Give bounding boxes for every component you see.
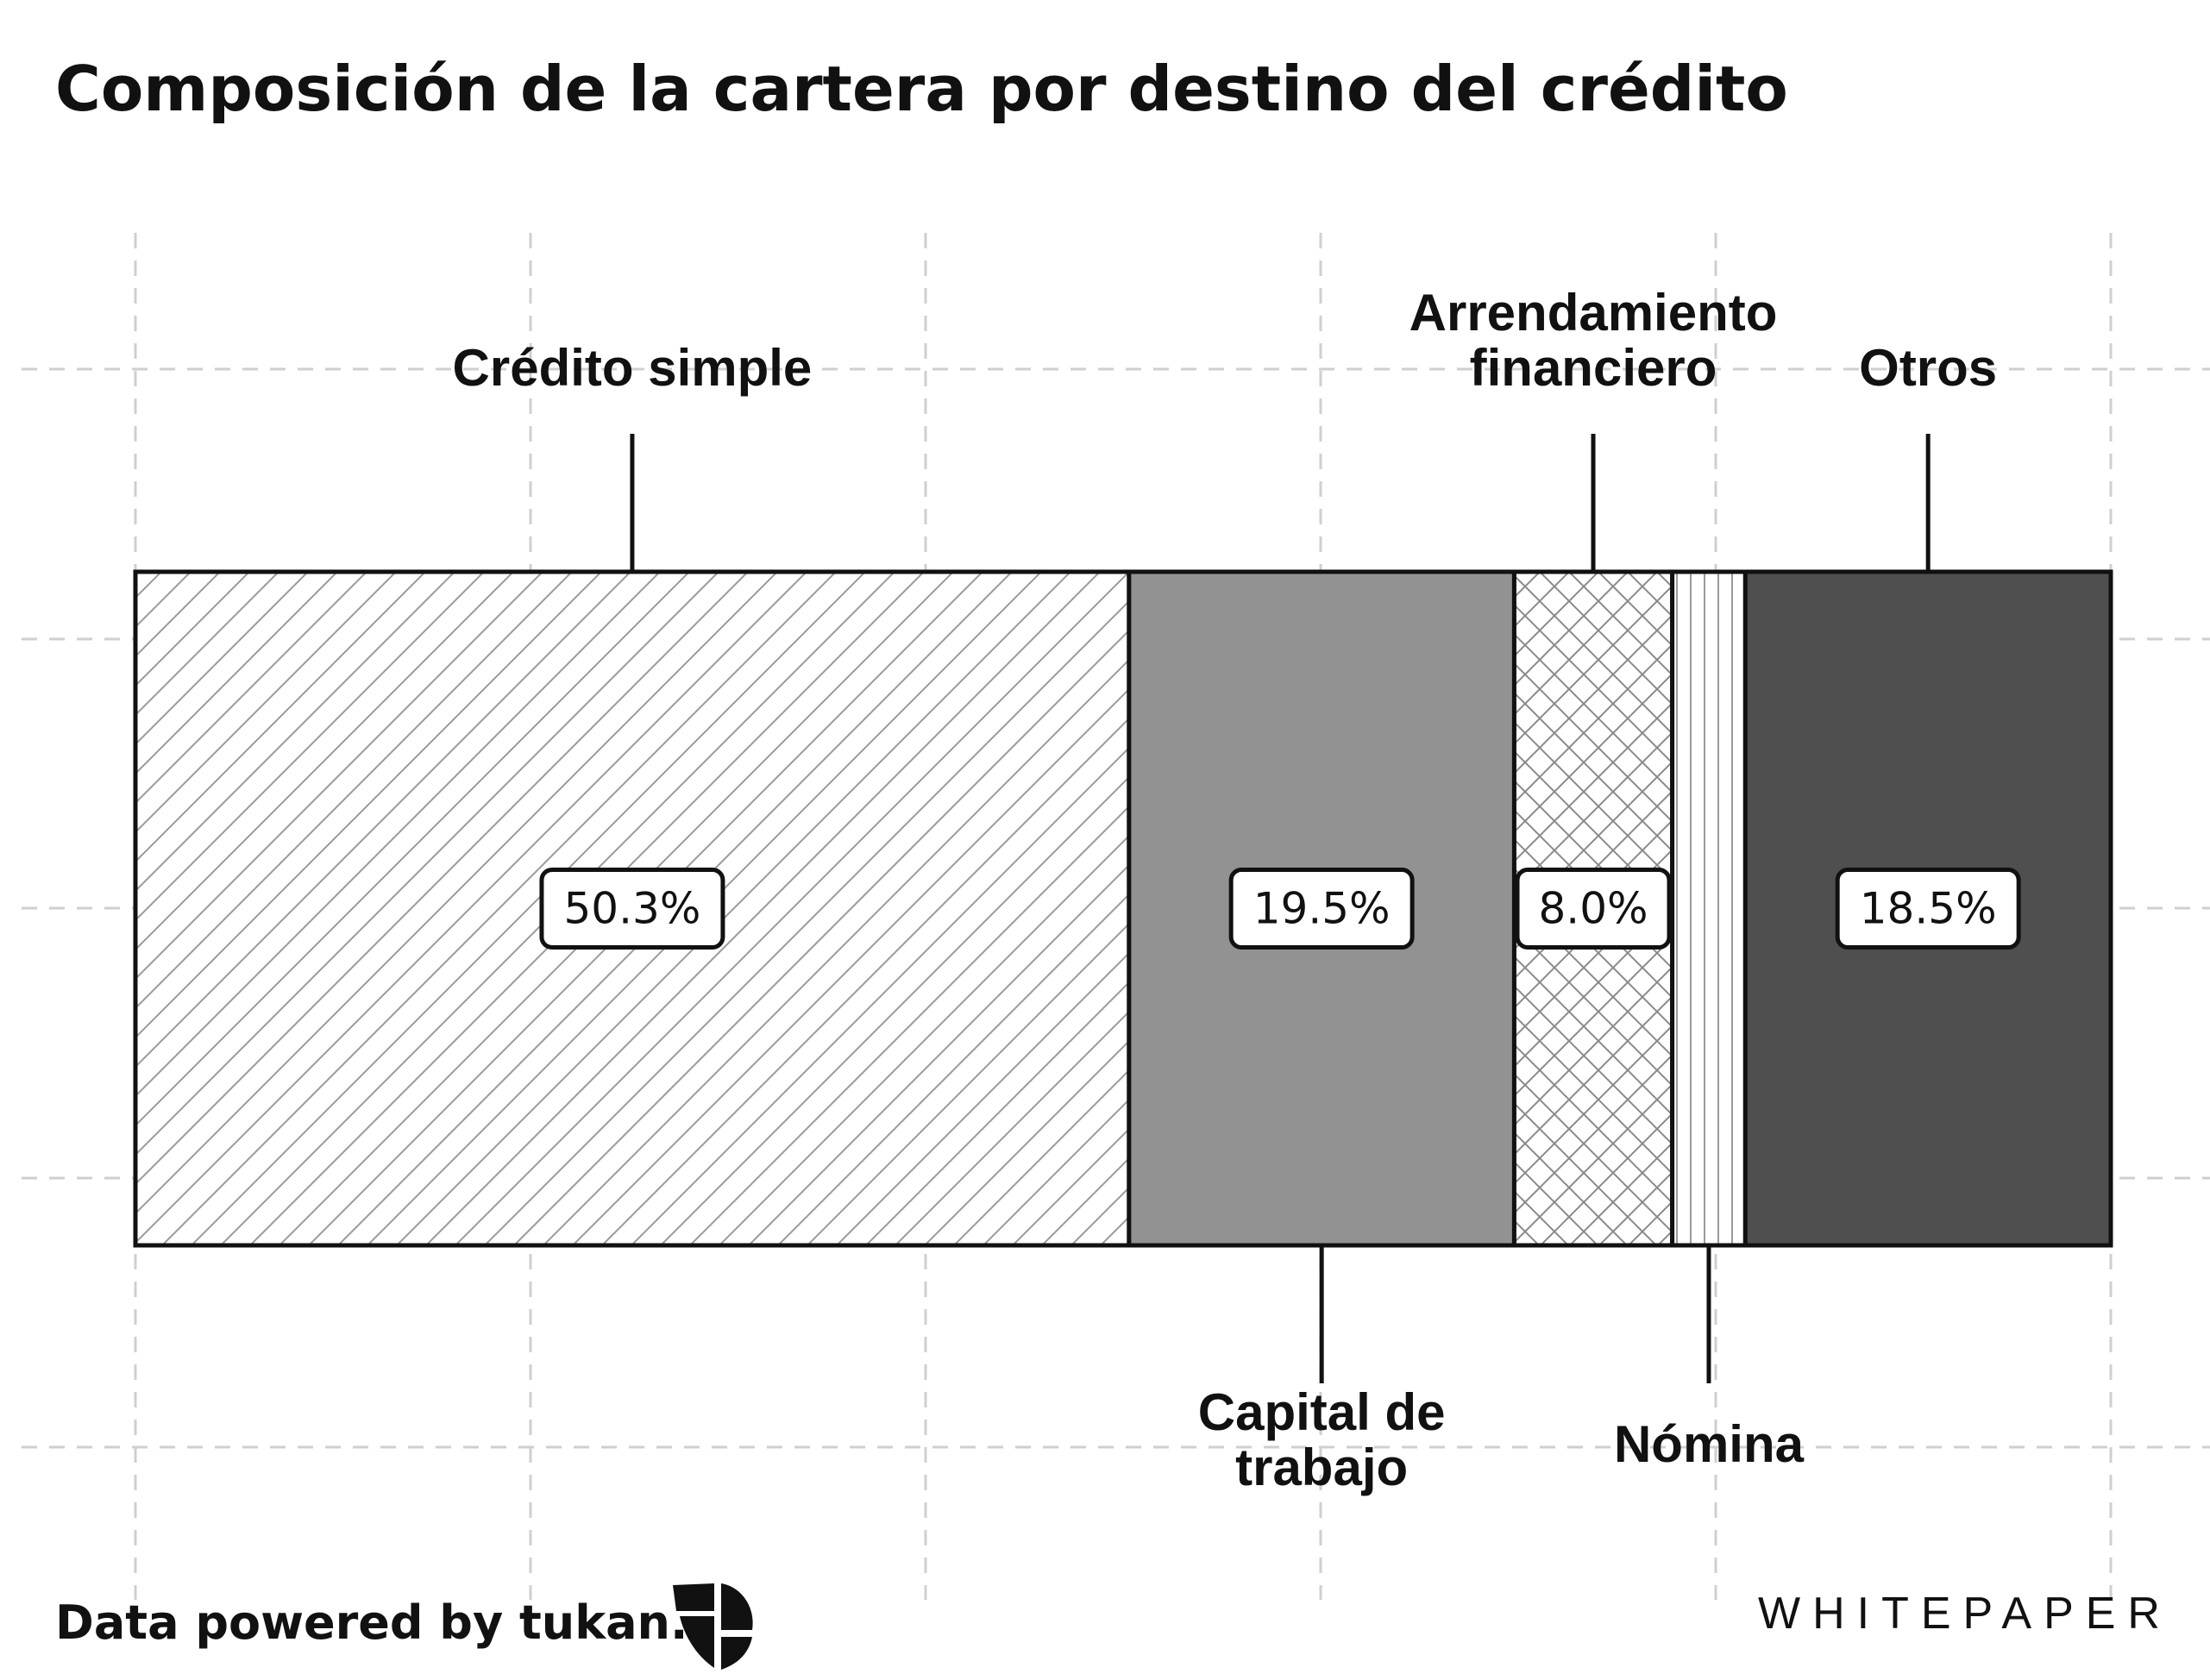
tukan-logo-icon [673, 1583, 753, 1670]
value-label-credito-simple: 50.3% [564, 884, 701, 934]
footer-brand: WHITEPAPER [1758, 1589, 2172, 1639]
segments [133, 569, 2113, 1248]
category-label-arrendamiento-financiero: Arrendamiento [1410, 284, 1778, 342]
category-label-capital-de-trabajo: trabajo [1235, 1439, 1408, 1496]
category-label-credito-simple: Crédito simple [453, 339, 813, 397]
value-label-box [1835, 868, 2021, 950]
value-label-box [539, 868, 725, 950]
leader-lines [630, 434, 1931, 1383]
footer-credit: Data powered by tukan. [55, 1595, 688, 1650]
value-labels: 50.3% 19.5% 8.0% 18.5% [539, 868, 2021, 950]
value-label-box [1228, 868, 1415, 950]
value-label-box [1515, 868, 1672, 950]
category-label-arrendamiento-financiero: financiero [1470, 339, 1717, 397]
category-label-nomina: Nómina [1614, 1415, 1805, 1473]
value-label-capital-de-trabajo: 19.5% [1253, 884, 1391, 934]
bar-segment-nomina [1672, 572, 1746, 1245]
chart-title: Composición de la cartera por destino de… [55, 53, 1788, 125]
value-label-arrendamiento-financiero: 8.0% [1539, 884, 1648, 934]
value-label-otros: 18.5% [1860, 884, 1997, 934]
category-label-capital-de-trabajo: Capital de [1198, 1383, 1446, 1441]
category-label-otros: Otros [1859, 339, 1997, 397]
